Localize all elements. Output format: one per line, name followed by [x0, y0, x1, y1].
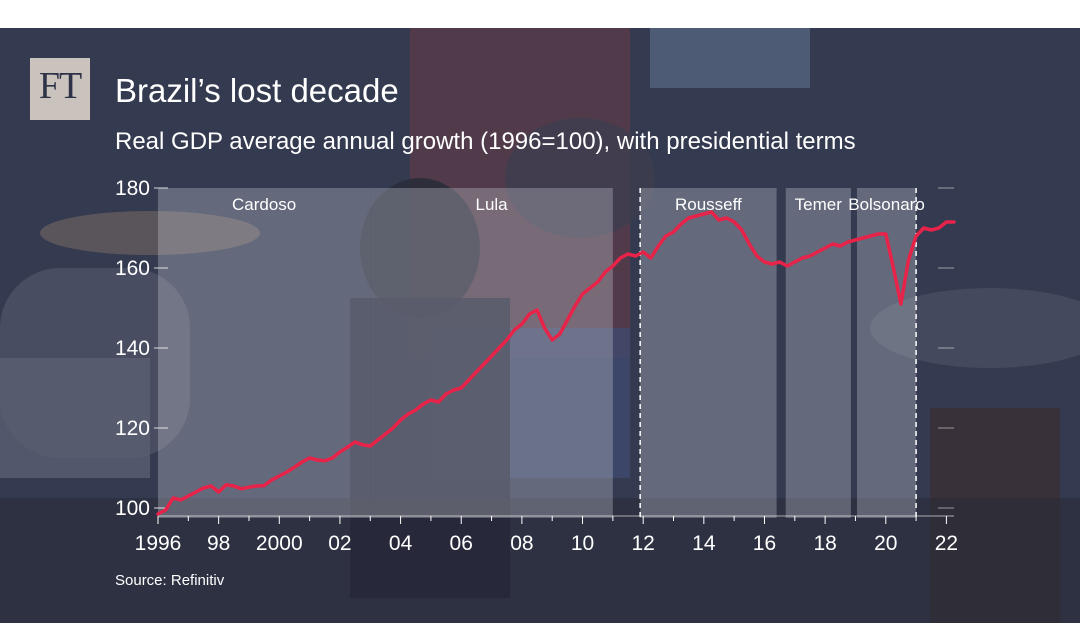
ft-logo: FT	[30, 58, 90, 120]
term-label-temer: Temer	[795, 195, 843, 214]
x-tick-label: 1996	[135, 532, 182, 555]
y-tick-label: 120	[115, 417, 150, 440]
x-tick-label: 16	[753, 532, 776, 555]
x-tick-label: 12	[632, 532, 655, 555]
x-tick-label: 2000	[256, 532, 303, 555]
chart-background: Cardoso Lula Rousseff Temer Bolsonaro 100 120…	[0, 28, 1080, 623]
ft-logo-text: FT	[38, 65, 82, 107]
x-tick-label: 08	[510, 532, 533, 555]
y-tick-label: 140	[115, 337, 150, 360]
x-tick-label: 02	[328, 532, 351, 555]
term-panel-temer	[785, 188, 851, 518]
x-tick-label: 20	[874, 532, 897, 555]
x-tick-label: 10	[571, 532, 594, 555]
x-tick-label: 04	[389, 532, 413, 555]
x-tick-label: 22	[935, 532, 958, 555]
x-tick-label: 06	[450, 532, 473, 555]
x-tick-label: 18	[813, 532, 836, 555]
source-note: Source: Refinitiv	[115, 572, 225, 589]
term-label-bolsonaro: Bolsonaro	[848, 195, 925, 214]
x-tick-label: 98	[207, 532, 230, 555]
chart-title: Brazil’s lost decade	[115, 72, 399, 109]
term-panel-lula	[370, 188, 613, 518]
term-label-rousseff: Rousseff	[675, 195, 742, 214]
term-label-lula: Lula	[475, 195, 508, 214]
gdp-line-chart: Cardoso Lula Rousseff Temer Bolsonaro 100120…	[115, 177, 958, 555]
x-tick-label: 14	[692, 532, 716, 555]
photo-background	[0, 28, 1080, 623]
chart-subtitle: Real GDP average annual growth (1996=100…	[115, 128, 856, 155]
y-tick-label: 180	[115, 177, 150, 200]
gdp-series-line	[156, 210, 956, 516]
term-panel-rousseff	[640, 188, 777, 518]
term-panel-cardoso	[158, 188, 371, 518]
y-tick-label: 160	[115, 257, 150, 280]
y-tick-label: 100	[115, 497, 150, 520]
term-label-cardoso: Cardoso	[232, 195, 296, 214]
